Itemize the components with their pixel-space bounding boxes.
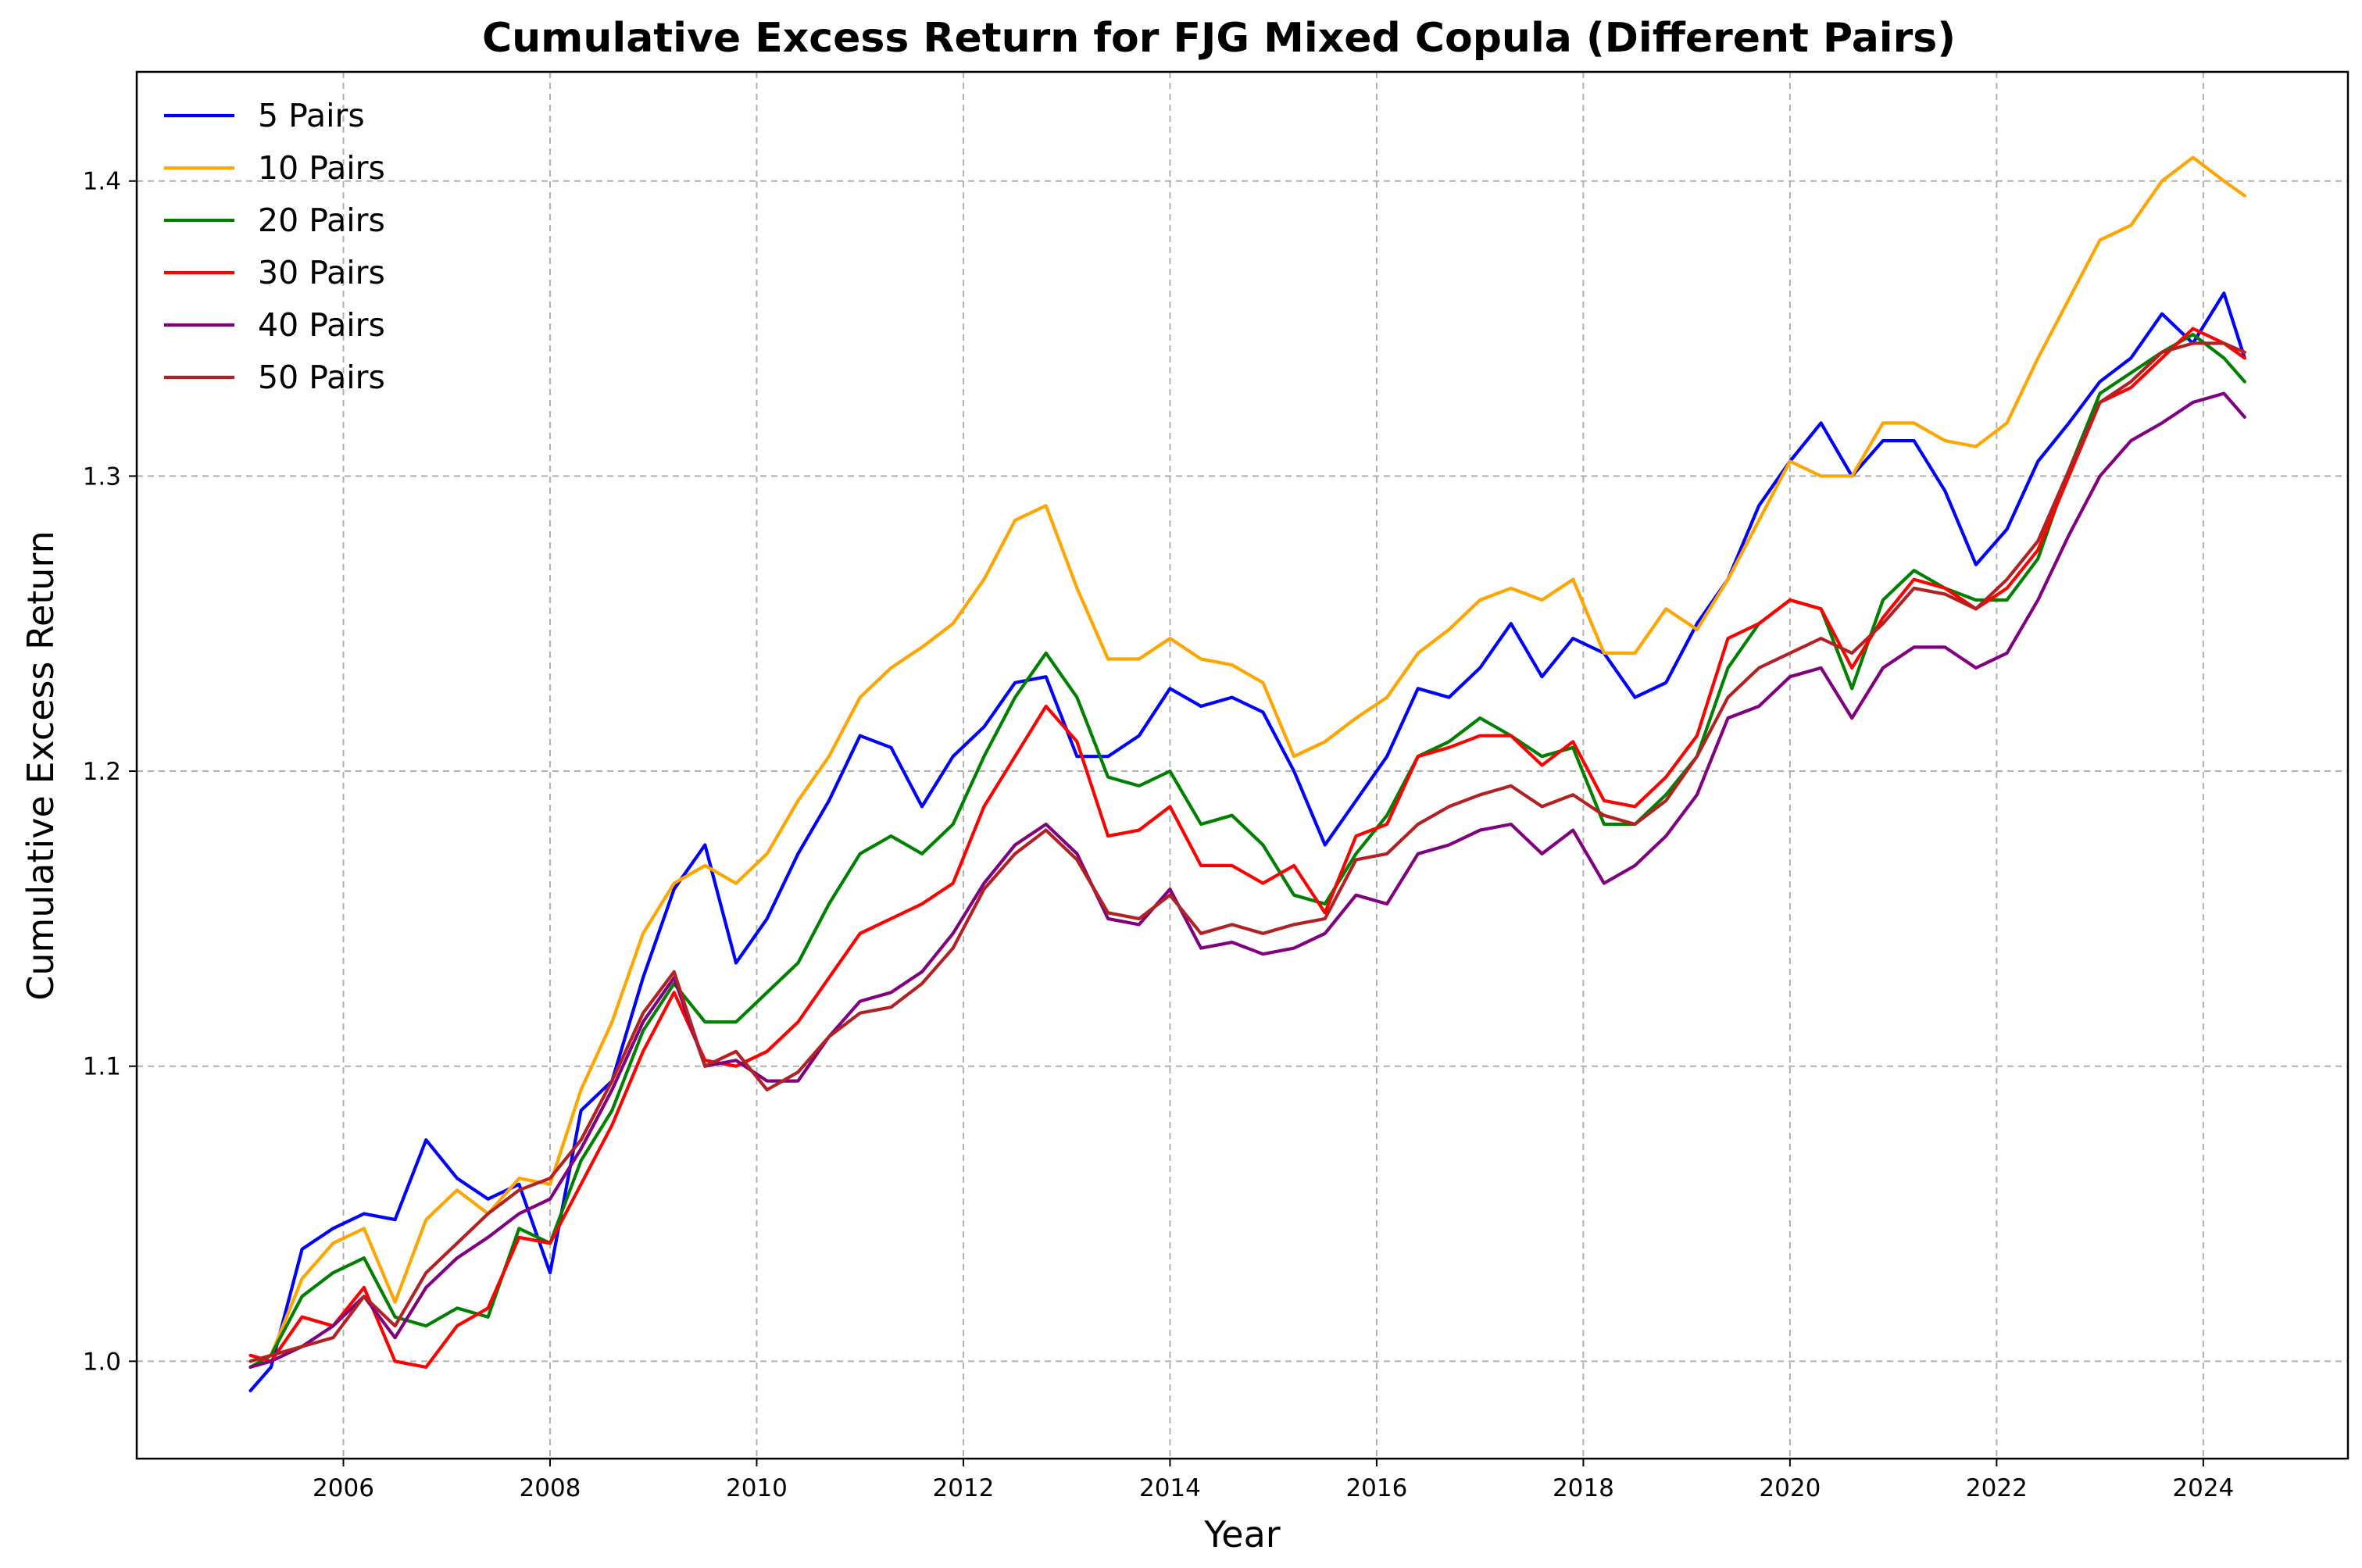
x-tick-label: 2022 [1966,1474,2028,1502]
series-line-40-pairs [248,391,2246,1370]
x-tick-label: 2014 [1139,1474,1201,1502]
legend-label-30-pairs: 30 Pairs [258,254,385,291]
y-axis-label: Cumulative Excess Return [20,530,62,1000]
series-line-30-pairs [248,327,2246,1370]
x-tick-label: 2024 [2172,1474,2234,1502]
y-tick-label: 1.0 [83,1348,121,1376]
y-tick-label: 1.2 [83,758,121,786]
y-tick-label: 1.3 [83,463,121,491]
x-tick-label: 2008 [520,1474,581,1502]
x-tick-label: 2012 [932,1474,994,1502]
x-axis-label: Year [1203,1513,1280,1555]
series-lines [248,155,2246,1393]
x-tick-label: 2016 [1345,1474,1407,1502]
series-line-5-pairs [248,291,2246,1393]
y-tick-label: 1.4 [83,168,121,196]
chart-title: Cumulative Excess Return for FJG Mixed C… [482,15,1956,62]
series-line-50-pairs [248,341,2246,1363]
gridlines [137,72,2348,1459]
x-tick-label: 2018 [1553,1474,1614,1502]
x-tick-label: 2010 [726,1474,788,1502]
series-line-20-pairs [248,333,2246,1370]
legend-label-10-pairs: 10 Pairs [258,149,385,187]
legend-label-5-pairs: 5 Pairs [258,97,365,134]
legend-label-50-pairs: 50 Pairs [258,359,385,396]
legend-label-40-pairs: 40 Pairs [258,306,385,344]
x-tick-label: 2006 [313,1474,374,1502]
y-tick-label: 1.1 [83,1053,121,1081]
x-tick-label: 2020 [1759,1474,1821,1502]
legend: 5 Pairs 10 Pairs 20 Pairs 30 Pairs 40 Pairs 5… [164,97,385,396]
series-line-10-pairs [248,155,2246,1370]
plot-frame [135,70,2349,1460]
legend-label-20-pairs: 20 Pairs [258,202,385,239]
axis-ticks: 2006 2008 2010 2012 2014 2016 2018 2020 2022 2024… [83,168,2235,1502]
